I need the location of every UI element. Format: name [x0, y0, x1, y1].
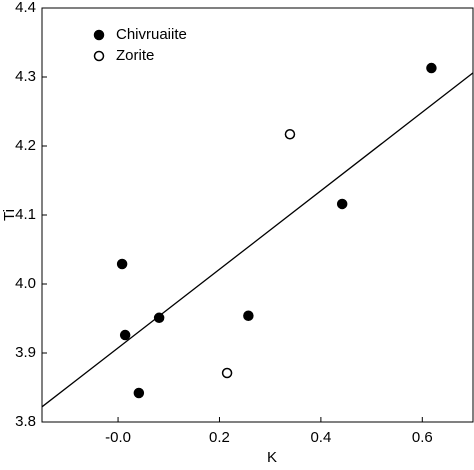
- x-tick-label: 0.6: [412, 429, 433, 446]
- point: [119, 329, 131, 341]
- y-tick-label: 4.0: [15, 275, 36, 292]
- point: [153, 312, 165, 324]
- y-tick-label: 4.4: [15, 0, 36, 16]
- y-tick-label: 4.2: [15, 137, 36, 154]
- y-tick-label: 4.1: [15, 206, 36, 223]
- x-tick-label: 0.4: [310, 429, 331, 446]
- legend-label: Zorite: [116, 47, 154, 64]
- point: [284, 129, 296, 140]
- plot-frame: [41, 7, 474, 423]
- y-tick-label: 4.3: [15, 68, 36, 85]
- y-axis-label: Ti: [1, 209, 18, 221]
- point: [243, 310, 254, 321]
- point: [221, 367, 233, 379]
- legend-label: Chivruaiite: [116, 26, 187, 43]
- point: [336, 198, 348, 210]
- fit-line: [41, 72, 474, 408]
- point: [426, 62, 437, 74]
- legend-marker: [93, 50, 105, 62]
- point: [133, 387, 145, 399]
- point: [116, 258, 128, 270]
- y-tick-label: 3.9: [15, 344, 36, 361]
- legend-marker: [93, 29, 105, 41]
- x-tick-label: 0.2: [209, 429, 230, 446]
- y-tick-label: 3.8: [15, 413, 36, 430]
- x-tick-label: -0.0: [105, 429, 131, 446]
- x-axis-label: K: [267, 449, 277, 466]
